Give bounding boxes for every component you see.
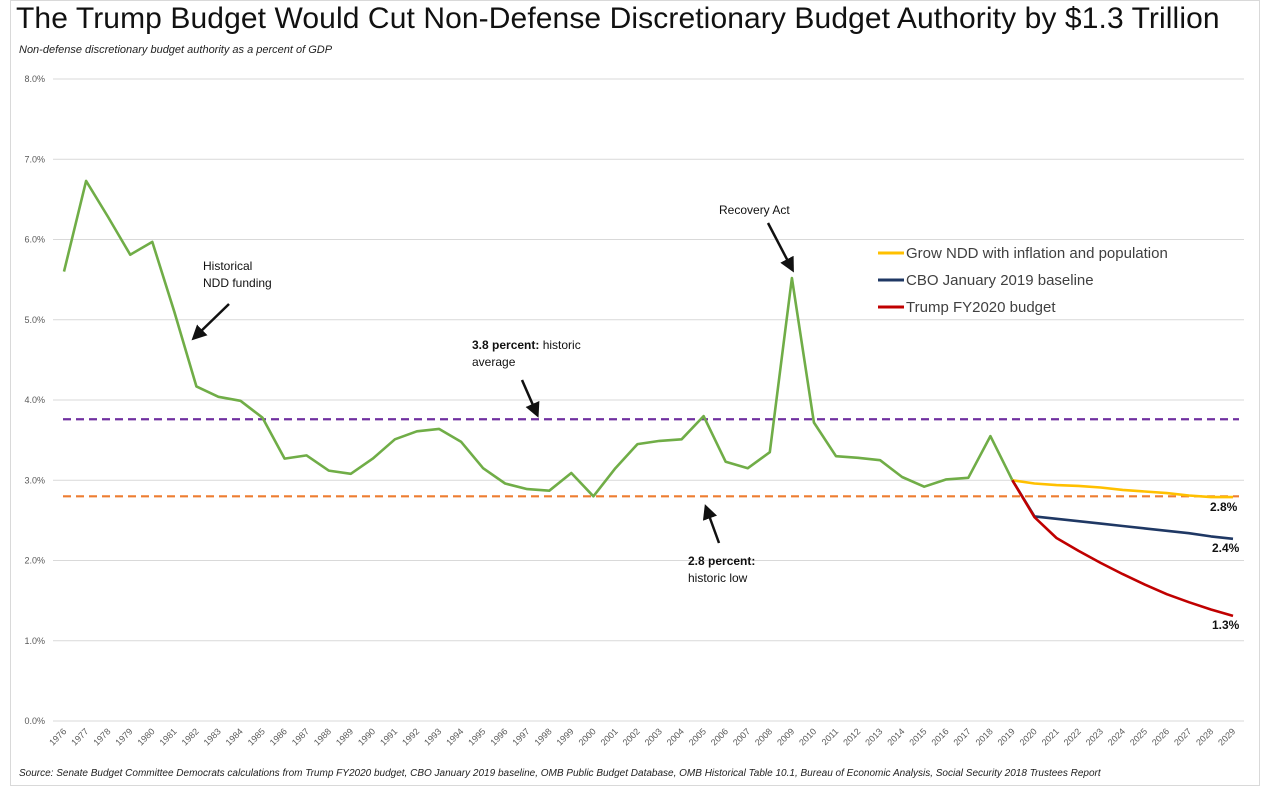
x-tick-label: 1979 xyxy=(113,726,134,747)
x-tick-label: 2007 xyxy=(731,726,752,747)
legend-label-trump: Trump FY2020 budget xyxy=(906,299,1056,316)
annotation-recovery-act: Recovery Act xyxy=(719,203,790,217)
x-tick-label: 1981 xyxy=(157,726,178,747)
end-label-inflation: 2.8% xyxy=(1210,500,1238,514)
series-line xyxy=(1011,479,1234,618)
x-tick-label: 1978 xyxy=(91,726,112,747)
legend-label-cbo: CBO January 2019 baseline xyxy=(906,272,1094,289)
annotation-historical-line2: NDD funding xyxy=(203,276,272,290)
x-tick-label: 1982 xyxy=(180,726,201,747)
annotation-arrow-average xyxy=(520,379,540,418)
x-tick-label: 1986 xyxy=(268,726,289,747)
chart-source: Source: Senate Budget Committee Democrat… xyxy=(19,768,1101,779)
x-tick-label: 2029 xyxy=(1216,726,1237,747)
x-tick-label: 1994 xyxy=(444,726,465,747)
x-tick-label: 1997 xyxy=(510,726,531,747)
x-tick-label: 1998 xyxy=(532,726,553,747)
annotation-average-line2: average xyxy=(472,355,516,369)
x-tick-label: 2012 xyxy=(841,726,862,747)
annotation-low-line2: historic low xyxy=(688,571,748,585)
legend-label-inflation: Grow NDD with inflation and population xyxy=(906,245,1168,262)
chart-frame xyxy=(10,0,1260,786)
x-tick-label: 1980 xyxy=(135,726,156,747)
x-tick-label: 2000 xyxy=(577,726,598,747)
annotation-arrow-historical xyxy=(191,303,230,341)
x-tick-label: 2005 xyxy=(687,726,708,747)
x-tick-label: 2026 xyxy=(1150,726,1171,747)
x-tick-label: 1990 xyxy=(356,726,377,747)
x-tick-label: 2002 xyxy=(621,726,642,747)
series-line xyxy=(62,179,1014,498)
x-tick-label: 1992 xyxy=(400,726,421,747)
end-label-trump: 1.3% xyxy=(1212,618,1240,632)
x-tick-label: 1976 xyxy=(47,726,68,747)
annotation-historical-line1: Historical xyxy=(203,259,252,273)
x-tick-label: 2020 xyxy=(1018,726,1039,747)
chart-title: The Trump Budget Would Cut Non-Defense D… xyxy=(16,2,1220,35)
x-tick-label: 1977 xyxy=(69,726,90,747)
x-tick-label: 2016 xyxy=(929,726,950,747)
reference-lines xyxy=(63,418,1239,498)
x-tick-label: 1983 xyxy=(202,726,223,747)
series-lines xyxy=(62,179,1234,618)
chart-subtitle: Non-defense discretionary budget authori… xyxy=(19,44,333,56)
y-tick-label: 8.0% xyxy=(24,74,45,84)
x-tick-label: 2022 xyxy=(1062,726,1083,747)
x-tick-label: 2024 xyxy=(1106,726,1127,747)
series-line xyxy=(1012,479,1233,499)
x-tick-label: 1988 xyxy=(312,726,333,747)
x-tick-label: 1985 xyxy=(246,726,267,747)
x-tick-label: 2014 xyxy=(885,726,906,747)
annotation-arrow-recovery xyxy=(766,222,794,273)
x-tick-label: 2023 xyxy=(1084,726,1105,747)
y-tick-label: 2.0% xyxy=(24,556,45,566)
x-tick-label: 1987 xyxy=(290,726,311,747)
x-tick-label: 2028 xyxy=(1194,726,1215,747)
x-tick-label: 2025 xyxy=(1128,726,1149,747)
x-tick-label: 2009 xyxy=(775,726,796,747)
y-tick-label: 7.0% xyxy=(24,154,45,164)
annotation-arrow-low xyxy=(702,504,721,544)
annotation-average-bold: 3.8 percent: xyxy=(472,338,539,352)
x-tick-label: 2021 xyxy=(1040,726,1061,747)
annotation-average-line1: 3.8 percent: historic xyxy=(472,338,581,352)
x-tick-label: 2003 xyxy=(643,726,664,747)
annotation-low-line1: 2.8 percent: xyxy=(688,554,755,568)
x-tick-label: 2018 xyxy=(974,726,995,747)
x-tick-label: 2027 xyxy=(1172,726,1193,747)
x-tick-label: 1996 xyxy=(488,726,509,747)
x-tick-label: 2006 xyxy=(709,726,730,747)
legend: Grow NDD with inflation and population C… xyxy=(878,245,1168,316)
x-tick-label: 1999 xyxy=(554,726,575,747)
x-axis-ticks: 1976 1977 1978 1979 1980 1981 1982 1983 1984 1985… xyxy=(47,726,1237,747)
y-tick-label: 6.0% xyxy=(24,235,45,245)
y-tick-label: 0.0% xyxy=(24,716,45,726)
x-tick-label: 2008 xyxy=(753,726,774,747)
y-tick-label: 3.0% xyxy=(24,475,45,485)
end-label-cbo: 2.4% xyxy=(1212,541,1240,555)
x-tick-label: 2017 xyxy=(951,726,972,747)
x-tick-label: 2011 xyxy=(820,726,841,747)
x-tick-label: 2004 xyxy=(665,726,686,747)
x-tick-label: 2015 xyxy=(907,726,928,747)
x-tick-label: 1989 xyxy=(334,726,355,747)
x-tick-label: 2010 xyxy=(797,726,818,747)
x-tick-label: 1993 xyxy=(422,726,443,747)
gridlines xyxy=(53,78,1244,722)
y-tick-label: 4.0% xyxy=(24,395,45,405)
y-tick-label: 1.0% xyxy=(24,636,45,646)
y-axis-ticks: 0.0% 1.0% 2.0% 3.0% 4.0% 5.0% 6.0% 7.0% 8.0% xyxy=(24,74,45,726)
x-tick-label: 2013 xyxy=(863,726,884,747)
annotation-average-rest: historic xyxy=(539,338,580,352)
x-tick-label: 1995 xyxy=(466,726,487,747)
x-tick-label: 1991 xyxy=(378,726,399,747)
x-tick-label: 1984 xyxy=(224,726,245,747)
x-tick-label: 2001 xyxy=(599,726,620,747)
x-tick-label: 2019 xyxy=(996,726,1017,747)
y-tick-label: 5.0% xyxy=(24,315,45,325)
